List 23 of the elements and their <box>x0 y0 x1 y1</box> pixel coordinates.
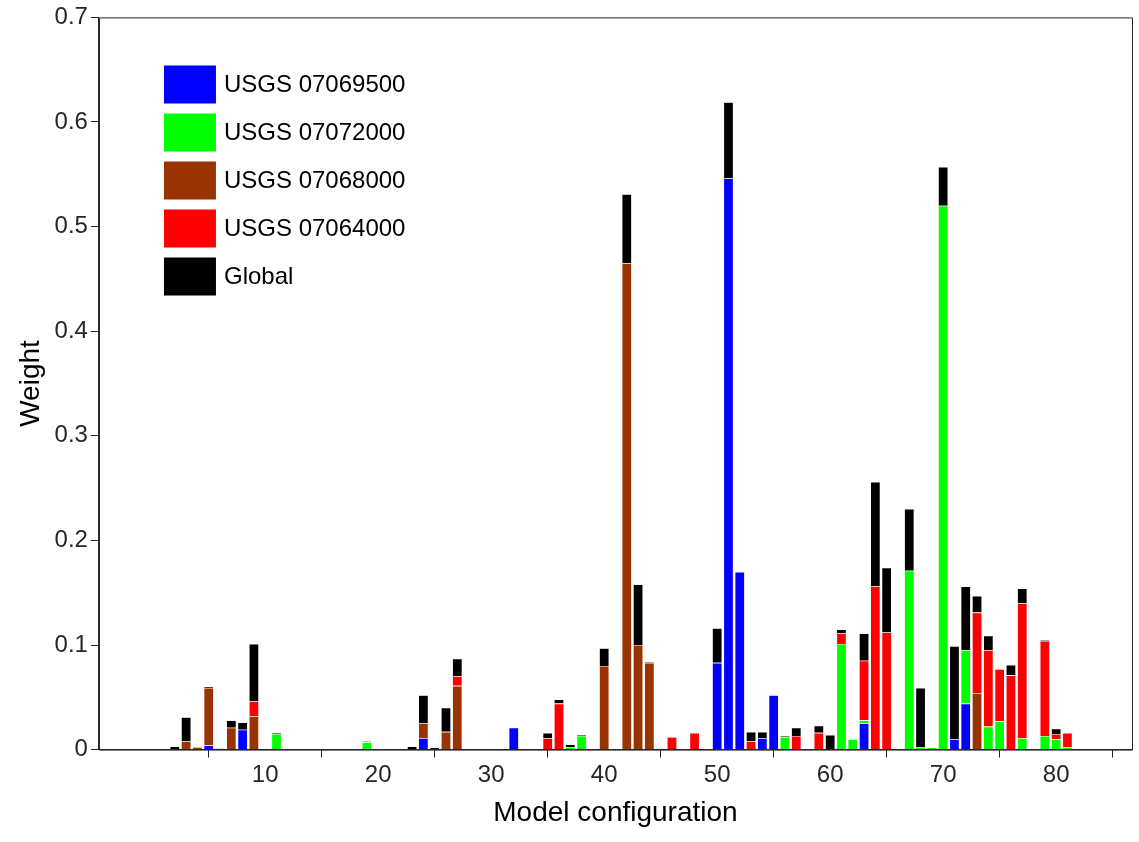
x-tick-label: 10 <box>251 759 279 787</box>
y-tick-label: 0.6 <box>54 106 88 134</box>
x-tick-label: 70 <box>929 759 957 787</box>
legend-label: USGS 07064000 <box>223 214 406 242</box>
legend-label: USGS 07069500 <box>223 70 406 98</box>
x-tick-label: 60 <box>816 759 844 787</box>
y-axis-title: Weight <box>13 339 45 427</box>
x-tick-label: 50 <box>703 759 731 787</box>
y-tick-label: 0.2 <box>54 525 88 553</box>
x-tick-label: 40 <box>590 759 618 787</box>
legend-label: USGS 07072000 <box>223 118 406 146</box>
x-tick-label: 80 <box>1042 759 1070 787</box>
x-tick-label: 20 <box>364 759 392 787</box>
y-tick-label: 0.7 <box>54 2 88 30</box>
y-tick-label: 0.1 <box>54 629 88 657</box>
y-tick-label: 0.3 <box>54 420 88 448</box>
y-tick-label: 0 <box>74 734 88 762</box>
legend-label: USGS 07068000 <box>223 166 406 194</box>
x-tick-label: 30 <box>477 759 505 787</box>
y-tick-label: 0.5 <box>54 211 88 239</box>
legend-label: Global <box>223 262 294 290</box>
x-axis-title: Model configuration <box>493 795 738 827</box>
y-tick-label: 0.4 <box>54 315 88 343</box>
